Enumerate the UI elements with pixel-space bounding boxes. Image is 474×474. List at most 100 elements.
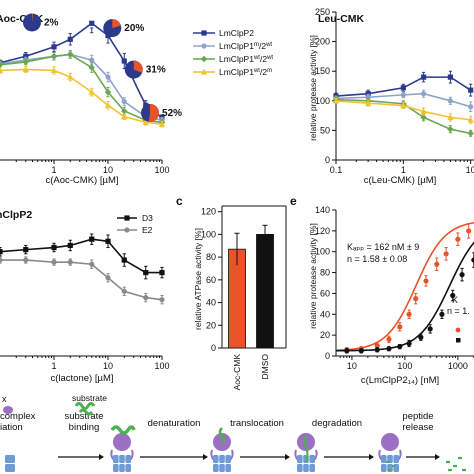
pie-slice xyxy=(133,60,143,73)
complex-substrate-bound xyxy=(110,433,134,472)
legend-label: E2 xyxy=(142,225,153,235)
data-point xyxy=(89,57,95,63)
pie-base xyxy=(22,13,41,32)
data-point xyxy=(455,236,461,242)
chaperone-ring xyxy=(381,433,399,451)
protease-subunit xyxy=(225,455,231,463)
y-tick-label: 100 xyxy=(201,229,216,239)
data-point xyxy=(51,44,57,50)
y-tick-label: 150 xyxy=(315,66,330,76)
legend-post: /2 xyxy=(260,54,267,64)
pie-label: 52% xyxy=(162,108,182,119)
data-point xyxy=(374,347,380,353)
y-tick-label: 100 xyxy=(315,96,330,106)
data-point xyxy=(447,74,453,80)
panel-a-x-axis-label: c(Aoc-CMK) [µM] xyxy=(45,175,118,186)
y-tick-label: 200 xyxy=(315,37,330,47)
data-point xyxy=(89,20,95,26)
data-point xyxy=(105,275,111,281)
pie-annotation: 20% xyxy=(103,19,144,38)
data-point xyxy=(121,98,127,105)
legend-sup: wt xyxy=(253,55,260,61)
data-point xyxy=(67,242,73,249)
unfolding-substrate xyxy=(218,427,226,445)
legend-sup: wt xyxy=(253,68,260,74)
protease-subunit xyxy=(297,455,303,463)
legend-label: LmClpP2 xyxy=(219,28,254,38)
data-point xyxy=(121,257,127,263)
schematic-denaturation-label: denaturation xyxy=(148,418,201,429)
pie-label: 31% xyxy=(146,65,166,76)
complex-translocating xyxy=(294,433,318,472)
data-point xyxy=(88,64,95,71)
protease-subunit xyxy=(309,455,315,463)
data-point xyxy=(400,85,406,91)
panel-e-plot: 10 100 1000 0 20 40 60 80 100 120 140 xyxy=(315,205,474,371)
schematic-degradation-label: degradation xyxy=(312,418,362,429)
data-point xyxy=(121,58,127,64)
pie-annotation: 52% xyxy=(141,103,182,122)
translocating-substrate xyxy=(303,435,309,463)
peptide-fragments xyxy=(386,461,395,471)
legend-marker-cut xyxy=(455,327,461,333)
data-point xyxy=(22,58,29,66)
data-point xyxy=(51,259,57,265)
series-line xyxy=(0,238,162,274)
x-tick-label: 1 xyxy=(51,165,56,175)
data-point xyxy=(67,51,74,58)
data-point xyxy=(466,228,472,234)
schematic-cut-label: x xyxy=(2,394,7,404)
legend-label: D3 xyxy=(142,213,153,223)
pie-annotation: 31% xyxy=(124,60,166,79)
data-point xyxy=(159,297,165,303)
x-tick-label: 100 xyxy=(397,361,412,371)
data-point xyxy=(427,326,433,332)
data-point xyxy=(447,114,454,120)
series-line xyxy=(0,259,163,301)
data-point xyxy=(450,292,456,299)
chaperone-ring xyxy=(213,433,231,451)
y-tick-label: 120 xyxy=(201,207,216,217)
panel-b-x-axis-label: c(Leu-CMK) [µM] xyxy=(364,175,437,186)
pie-label: 20% xyxy=(124,23,144,34)
data-point xyxy=(158,120,166,127)
x-tick-label: 100 xyxy=(154,361,169,371)
data-point xyxy=(67,73,74,80)
panel-e-y-axis-label: relative protease activity [%] xyxy=(308,223,318,329)
data-point xyxy=(143,295,149,301)
panel-c-y-axis-label: relative ATPase activity [%] xyxy=(193,228,203,330)
y-tick-label: 0 xyxy=(325,351,330,361)
protease-subunit xyxy=(125,464,131,472)
chaperone-ring xyxy=(3,406,13,414)
data-point xyxy=(418,334,424,340)
data-point xyxy=(364,99,372,106)
y-tick-label: 20 xyxy=(206,320,216,330)
pie-slice xyxy=(148,103,160,122)
data-point xyxy=(51,244,57,251)
legend-marker xyxy=(201,43,207,49)
schematic-arrow-head xyxy=(203,454,208,460)
panel-a-legend: LmClpP2 LmClpP1m/2wt LmClpP1wt/2wt LmClpP1w… xyxy=(193,28,273,77)
data-point xyxy=(406,311,412,317)
bar-category-label: DMSO xyxy=(260,354,270,380)
y-tick-label: 40 xyxy=(320,309,330,319)
panel-d-title: nClpP2 xyxy=(0,209,32,221)
data-point xyxy=(88,88,95,95)
panel-c-letter: c xyxy=(176,194,183,208)
panel-e-cut-k-label: K xyxy=(452,295,458,305)
data-point xyxy=(121,288,127,294)
data-point xyxy=(423,278,429,284)
data-point xyxy=(447,98,453,104)
data-point xyxy=(421,74,427,80)
data-point xyxy=(143,269,149,276)
protease-subunit xyxy=(113,464,119,472)
y-tick-label: 60 xyxy=(206,275,216,285)
y-tick-label: 0 xyxy=(325,155,330,165)
schematic-substrate-binding-label-2: binding xyxy=(69,422,100,433)
x-tick-label: 10 xyxy=(466,165,474,175)
data-point xyxy=(50,67,58,74)
protease-subunit xyxy=(303,464,309,472)
